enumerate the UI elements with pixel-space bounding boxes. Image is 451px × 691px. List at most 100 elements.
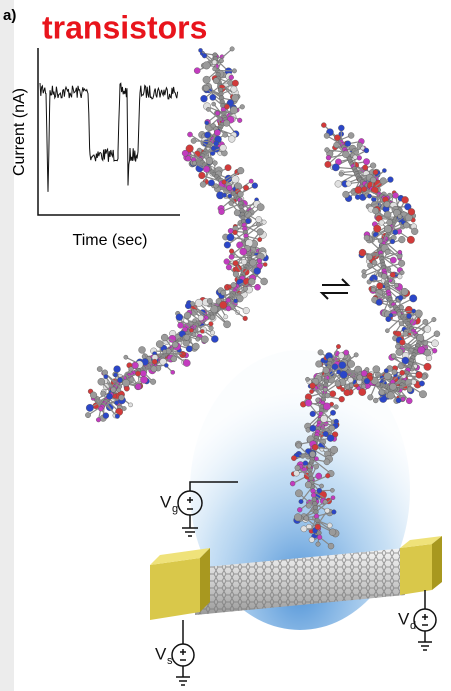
atom <box>205 157 214 165</box>
atom <box>324 161 332 168</box>
bond <box>363 261 383 273</box>
atom <box>334 134 341 141</box>
atom <box>226 233 235 242</box>
atom <box>395 343 401 350</box>
atom <box>336 344 341 349</box>
atom <box>113 372 118 378</box>
atom <box>398 321 404 327</box>
bond <box>246 266 265 282</box>
atom <box>375 298 383 306</box>
voltage-subscript: s <box>167 655 173 667</box>
atom <box>185 155 192 162</box>
atom <box>123 354 129 360</box>
atom <box>338 352 345 359</box>
atom <box>390 256 397 264</box>
atom <box>225 264 232 271</box>
atom <box>102 412 110 419</box>
atom <box>353 352 359 358</box>
bond <box>103 402 118 417</box>
atom <box>378 219 385 226</box>
atom <box>213 140 219 147</box>
atom <box>128 366 134 372</box>
atom <box>191 332 197 338</box>
bond <box>342 377 357 390</box>
bond <box>202 143 217 157</box>
atom <box>177 322 184 329</box>
atom <box>419 390 427 399</box>
bond <box>364 188 382 197</box>
atom <box>397 274 403 280</box>
bond <box>231 256 250 259</box>
atom <box>373 397 379 404</box>
bond <box>398 313 413 330</box>
atom <box>98 406 104 412</box>
atom <box>222 192 227 198</box>
atom <box>338 124 345 132</box>
atom <box>162 349 168 355</box>
atom <box>399 369 406 376</box>
atom <box>114 413 120 419</box>
atom <box>220 289 227 296</box>
atom <box>208 321 214 327</box>
atom <box>185 302 192 310</box>
atom <box>308 536 315 543</box>
atom <box>209 94 217 101</box>
atom <box>214 129 221 136</box>
bond <box>394 318 405 334</box>
bond <box>389 216 401 230</box>
atom <box>344 140 352 147</box>
atom <box>405 305 413 314</box>
atom <box>223 241 231 249</box>
voltage-symbol: V <box>155 644 167 663</box>
atom <box>231 79 239 87</box>
atom <box>372 207 380 215</box>
atom <box>423 325 432 333</box>
atom <box>212 160 218 166</box>
atom <box>347 377 354 383</box>
atom <box>401 356 410 365</box>
atom <box>164 363 169 368</box>
atom <box>134 383 142 391</box>
atom <box>354 194 361 200</box>
atom <box>253 267 261 275</box>
atom <box>322 366 330 374</box>
atom <box>201 335 209 344</box>
atom <box>224 103 230 110</box>
atom <box>206 107 211 112</box>
atom <box>116 387 122 393</box>
molecules <box>85 46 441 550</box>
bond <box>233 180 252 195</box>
atom <box>304 399 313 407</box>
atom <box>305 376 310 382</box>
atom <box>229 106 238 115</box>
nanotube-lattice <box>195 548 405 615</box>
atom <box>229 46 235 52</box>
atom <box>326 434 335 442</box>
inset-y-label: Current (nA) <box>11 88 28 176</box>
atom <box>192 342 200 351</box>
atom <box>223 320 231 329</box>
bond <box>414 319 435 335</box>
atom <box>322 430 329 437</box>
atom <box>122 379 130 387</box>
atom <box>422 319 429 325</box>
atom <box>338 361 347 369</box>
atom <box>243 184 249 191</box>
atom <box>262 262 268 267</box>
atom <box>198 171 206 180</box>
atom <box>210 330 216 336</box>
atom <box>215 110 221 116</box>
atom <box>151 358 158 365</box>
atom <box>381 273 388 280</box>
atom <box>237 167 245 175</box>
atom <box>160 333 169 342</box>
circuit <box>171 481 437 686</box>
atom <box>200 329 205 334</box>
atom <box>175 313 184 321</box>
atom <box>354 186 363 194</box>
atom <box>376 282 384 290</box>
atom <box>223 258 230 265</box>
atom <box>397 213 403 219</box>
atom <box>239 247 248 256</box>
